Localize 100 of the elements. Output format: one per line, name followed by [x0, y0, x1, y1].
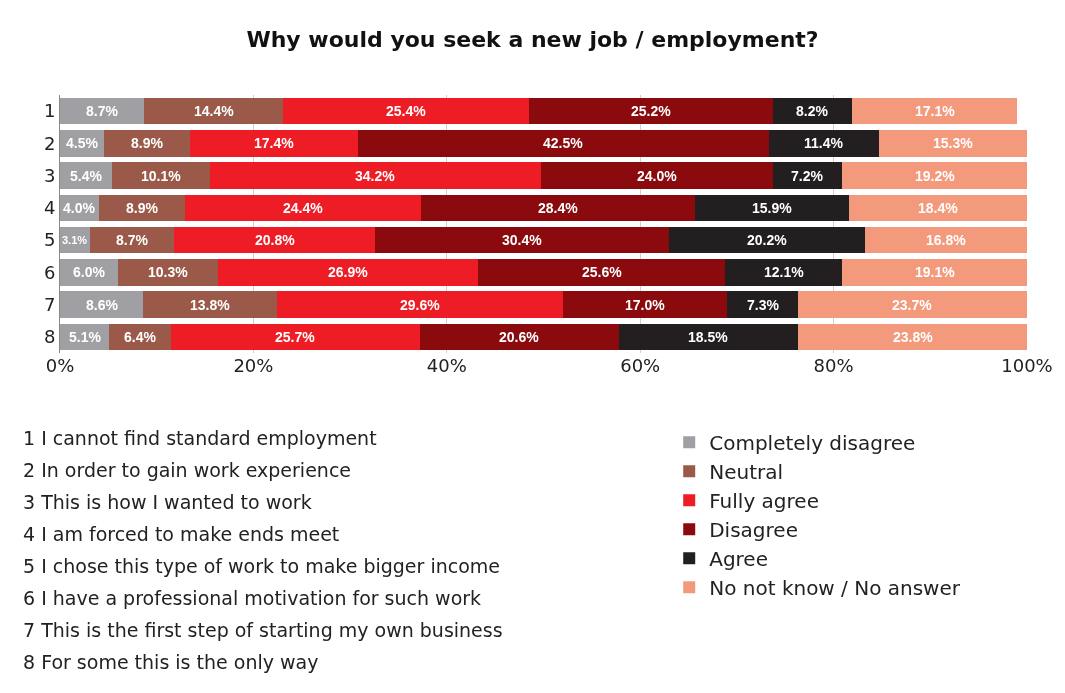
bar [851, 97, 1018, 125]
data-label: 8.6% [86, 297, 119, 313]
y-tick-label: 1 [43, 100, 56, 122]
data-label: 23.7% [892, 297, 933, 313]
data-label: 7.2% [791, 168, 824, 184]
bar [879, 130, 1027, 157]
bar [725, 259, 843, 286]
bar [419, 323, 619, 351]
data-label: 25.7% [275, 329, 316, 345]
data-label: 15.9% [752, 200, 793, 216]
data-label: 26.9% [328, 264, 369, 280]
legend-label: No not know / No answer [709, 575, 961, 600]
data-label: 14.4% [194, 103, 235, 119]
bar [842, 162, 1027, 189]
bar [144, 97, 284, 125]
bar [562, 291, 728, 318]
text: 4 I am forced to make ends meet [23, 523, 340, 545]
data-label: 6.0% [73, 264, 106, 280]
data-label: 19.2% [915, 168, 956, 184]
text: 8 For some this is the only way [23, 651, 319, 673]
data-label: 17.0% [625, 297, 666, 313]
data-label: 8.7% [116, 232, 149, 248]
data-label: 3.1% [62, 234, 88, 246]
data-label: 12.1% [764, 264, 805, 280]
legend-label: Fully agree [709, 488, 819, 513]
data-label: 25.6% [582, 264, 623, 280]
y-tick-label: 6 [43, 261, 56, 283]
data-label: 5.1% [69, 329, 102, 345]
bar [118, 259, 218, 286]
bar [772, 162, 843, 189]
y-tick-label: 8 [43, 326, 56, 348]
bar [184, 194, 421, 222]
data-label: 15.3% [933, 135, 974, 151]
data-label: 25.2% [631, 103, 672, 119]
data-label: 8.2% [796, 103, 829, 119]
bar [276, 291, 563, 318]
text: 5 I chose this type of work to make bigger income [23, 555, 500, 577]
text: 7 This is the first step of starting my own business [23, 619, 503, 641]
data-label: 25.4% [386, 103, 427, 119]
y-tick-label: 7 [43, 293, 56, 315]
legend-label: Neutral [709, 459, 784, 484]
bar [103, 130, 190, 157]
y-tick-label: 3 [43, 164, 56, 186]
data-label: 16.8% [926, 232, 967, 248]
chart-title: Why would you seek a new job / employment? [246, 26, 819, 52]
data-label: 4.0% [63, 200, 96, 216]
bar [695, 194, 850, 222]
text: 1 I cannot find standard employment [23, 427, 377, 449]
bar [669, 226, 865, 254]
bar [174, 226, 376, 254]
bar [842, 259, 1027, 286]
bar [171, 323, 420, 351]
data-label: 10.3% [148, 264, 189, 280]
bar [283, 97, 529, 125]
data-label: 6.4% [124, 329, 157, 345]
bar [797, 323, 1027, 351]
bar [727, 291, 798, 318]
bar [477, 259, 726, 286]
data-label: 8.9% [131, 135, 164, 151]
legend-label: Completely disagree [709, 430, 916, 455]
data-label: 13.8% [190, 297, 231, 313]
bar [864, 226, 1027, 254]
data-label: 20.6% [499, 329, 540, 345]
x-tick-label: 20% [233, 355, 274, 376]
data-label: 7.3% [747, 297, 780, 313]
bar [375, 226, 670, 254]
data-label: 30.4% [502, 232, 543, 248]
bar [420, 194, 696, 222]
data-label: 28.4% [538, 200, 579, 216]
x-tick-label: 40% [426, 355, 467, 376]
legend-label: Agree [709, 546, 768, 571]
x-tick-label: 80% [813, 355, 854, 376]
data-label: 34.2% [355, 168, 396, 184]
data-label: 24.4% [283, 200, 324, 216]
data-label: 42.5% [543, 135, 584, 151]
bar [797, 291, 1027, 318]
y-tick-label: 5 [43, 229, 56, 251]
bar [60, 291, 144, 318]
bar [540, 162, 773, 189]
bar [112, 162, 210, 189]
data-label: 23.8% [893, 329, 934, 345]
data-label: 18.5% [688, 329, 729, 345]
data-label: 11.4% [804, 135, 844, 151]
data-label: 24.0% [637, 168, 678, 184]
text: 6 I have a professional motivation for such work [23, 587, 482, 609]
data-label: 8.7% [86, 103, 119, 119]
bar [768, 130, 880, 157]
data-label: 5.4% [70, 168, 103, 184]
bar [529, 97, 773, 125]
data-label: 10.1% [141, 168, 182, 184]
data-label: 20.8% [255, 232, 296, 248]
bar [357, 130, 769, 157]
bar [217, 259, 478, 286]
data-label: 20.2% [747, 232, 788, 248]
bar [849, 194, 1027, 222]
bar [189, 130, 358, 157]
data-label: 17.1% [915, 103, 956, 119]
x-tick-label: 0% [45, 355, 75, 376]
bar [143, 291, 277, 318]
text: 3 This is how I wanted to work [23, 491, 312, 513]
